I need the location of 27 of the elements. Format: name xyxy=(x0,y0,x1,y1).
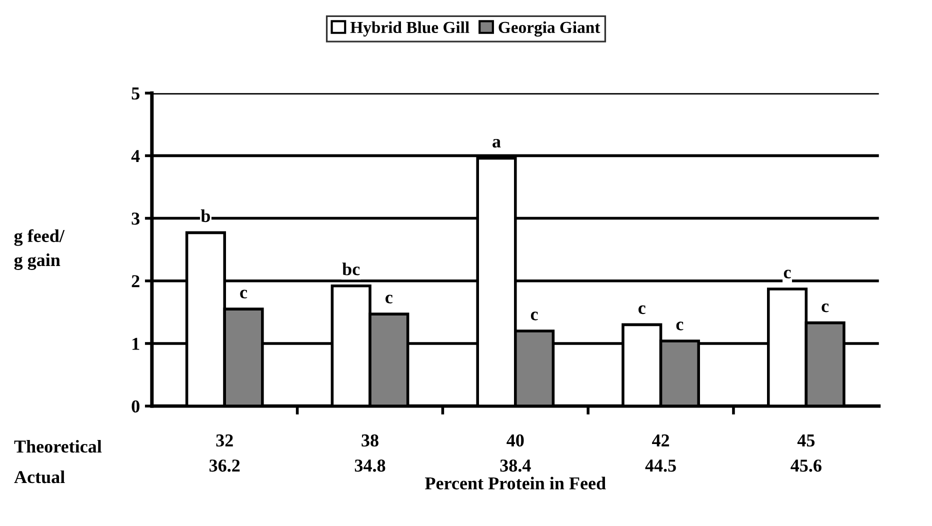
x-tick-label: 45 45.6 xyxy=(790,434,822,472)
y-tick-label: 2 xyxy=(132,275,140,288)
y-tick-label: 4 xyxy=(131,150,140,162)
y-tick-label: 0 xyxy=(132,400,140,413)
annotation: a xyxy=(492,138,501,148)
legend-label: Georgia Giant xyxy=(498,21,600,37)
x-tick-label: 32 36.2 xyxy=(209,434,240,472)
text: Theoretical xyxy=(14,440,102,453)
annotation: bc xyxy=(342,262,360,276)
annotation: c xyxy=(676,322,684,330)
annotation: b xyxy=(200,209,210,222)
y-tick-label: 5 xyxy=(132,88,140,100)
annotation: c xyxy=(530,312,538,320)
y-axis-title: g feed/ g gain xyxy=(14,229,65,270)
annotation: c xyxy=(240,290,248,298)
legend-label: Hybrid Blue Gill xyxy=(350,21,470,36)
y-tick-label: 3 xyxy=(132,212,140,225)
annotation: c xyxy=(784,270,791,278)
x-tick-label: 40 38.4 xyxy=(500,434,531,472)
annotation: c xyxy=(386,294,392,304)
y-tick-label: 1 xyxy=(132,338,140,350)
annotation: c xyxy=(822,304,829,312)
x-axis-title: Percent Protein in Feed xyxy=(425,476,606,490)
x-tick-label: 42 44.5 xyxy=(645,434,676,472)
text: Actual xyxy=(14,470,65,484)
annotation: c xyxy=(638,305,646,314)
x-tick-label: 38 34.8 xyxy=(354,434,386,472)
